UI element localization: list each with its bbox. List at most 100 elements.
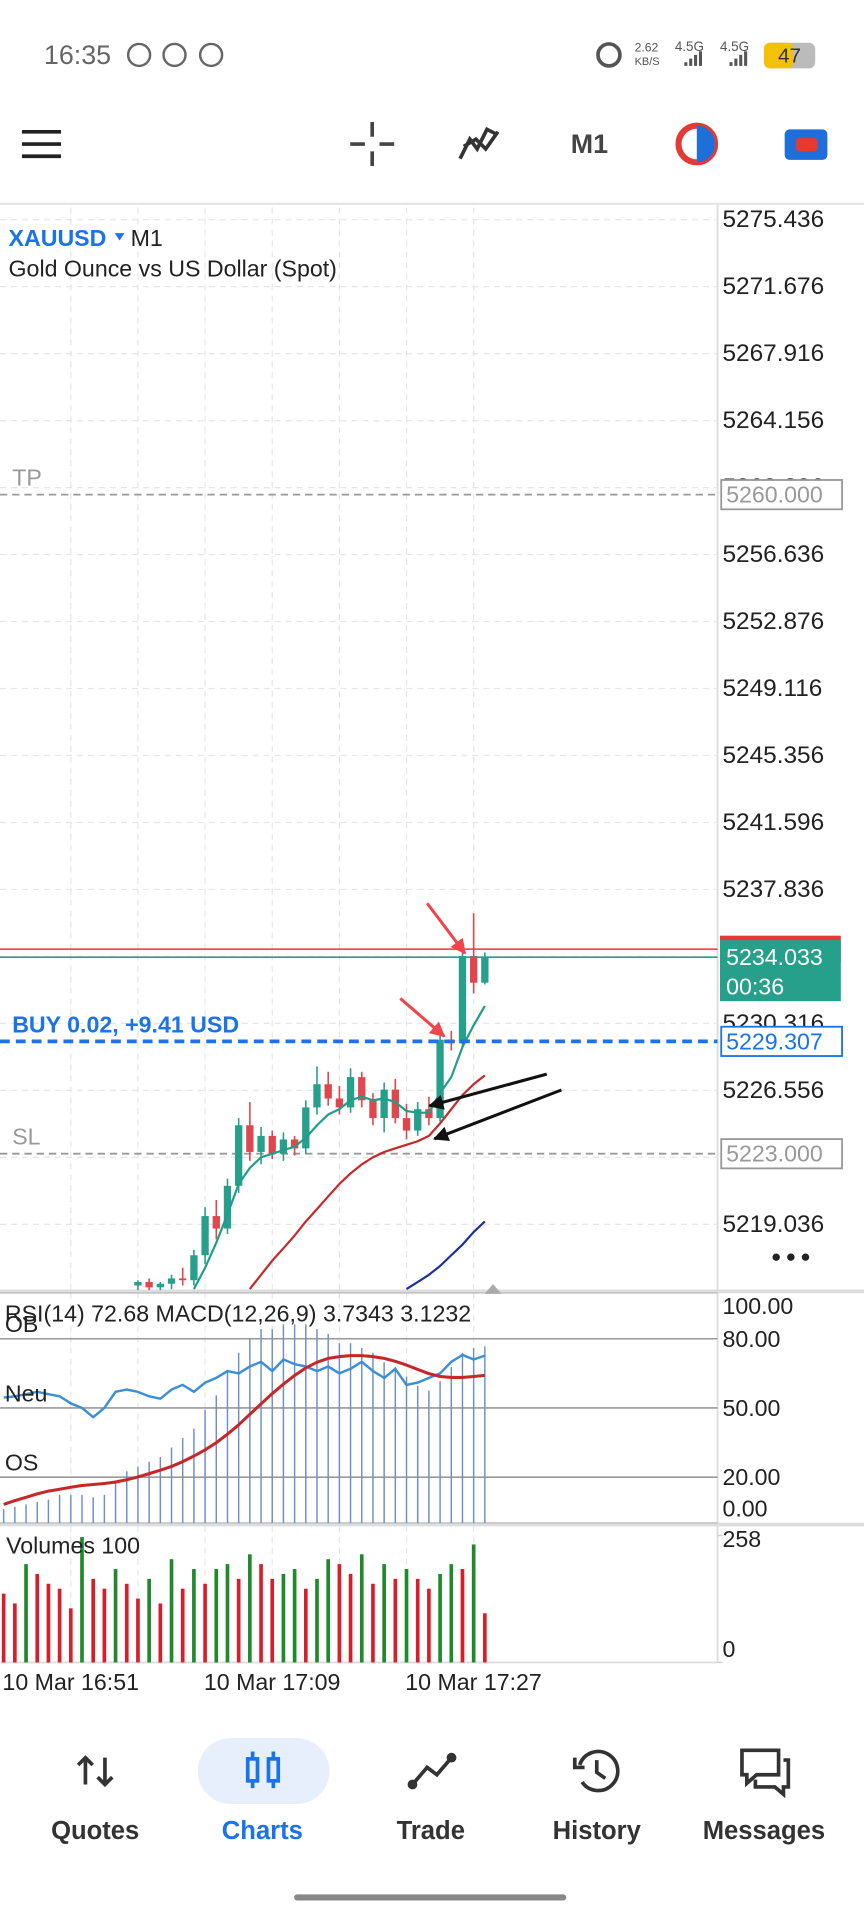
nav-item[interactable]: History <box>553 1817 642 1845</box>
scroll-marker[interactable] <box>484 1284 502 1294</box>
level-price-box <box>720 1138 843 1170</box>
signal-bars <box>729 51 748 66</box>
battery-level <box>763 42 794 69</box>
volume-bar <box>460 1569 465 1663</box>
volume-bar <box>404 1569 409 1663</box>
chart-frame <box>0 205 864 1664</box>
volume-bar <box>270 1578 275 1663</box>
y-tick-label: 5267.916 <box>722 340 824 367</box>
candle-body <box>380 1089 388 1119</box>
trade-icon-dot <box>446 1752 457 1763</box>
volume-bar <box>80 1537 84 1663</box>
menu-button[interactable] <box>21 129 62 159</box>
messages-icon <box>740 1748 791 1799</box>
candle-body <box>470 956 478 983</box>
chart-subtitle: Gold Ounce vs US Dollar (Spot) <box>9 256 337 282</box>
bar-countdown: 00:36 <box>726 973 784 999</box>
rsi-line <box>3 1353 486 1419</box>
position-label: BUY 0.02, +9.41 USD <box>12 1011 239 1037</box>
app-icon <box>198 42 224 68</box>
volume-bar <box>326 1559 331 1663</box>
arrow <box>428 1072 548 1110</box>
battery-percent: 47 <box>778 45 801 68</box>
objects-button[interactable] <box>675 122 719 166</box>
network-type: 4.5G <box>675 39 704 54</box>
volume-bar <box>236 1578 241 1663</box>
volume-bar <box>214 1569 219 1663</box>
indicator-level-label: OS <box>5 1450 38 1476</box>
candle-body <box>481 957 489 983</box>
candle-body <box>391 1089 399 1119</box>
position-price-box <box>720 1025 843 1057</box>
volume-tick-label: 258 <box>722 1526 761 1552</box>
price-plot <box>0 493 718 1291</box>
nav-item[interactable]: Messages <box>703 1817 825 1845</box>
status-bar: 16:35 2.62 KB/S 4.5G 4.5G 47 <box>44 39 816 70</box>
crosshair-button[interactable] <box>350 122 395 167</box>
speed: 2.62 <box>635 41 659 55</box>
timeframe-button[interactable]: M1 <box>571 129 608 159</box>
network-type: 4.5G <box>720 39 749 54</box>
clock: 16:35 <box>44 40 111 70</box>
symbol[interactable]: XAUUSD <box>9 225 107 251</box>
moving-average <box>248 1074 486 1290</box>
candle-body <box>324 1084 332 1099</box>
volume-bar <box>192 1569 196 1663</box>
indicator-title: RSI(14) 72.68 MACD(12,26,9) 3.7343 3.123… <box>5 1300 471 1326</box>
nav-item[interactable]: Trade <box>397 1817 465 1845</box>
trade-icon-inner <box>795 137 818 152</box>
candle-body <box>212 1216 220 1229</box>
volume-bar <box>303 1588 308 1663</box>
volume-bar <box>337 1564 342 1663</box>
candle-body <box>346 1077 355 1108</box>
arrow <box>425 902 467 955</box>
indicators-button[interactable] <box>458 126 500 160</box>
speed-unit: KB/S <box>635 56 660 68</box>
quotes-icon <box>76 1755 114 1788</box>
indicator-level-label: OB <box>5 1311 38 1337</box>
volume-bar <box>348 1573 353 1663</box>
candle-body <box>167 1278 176 1284</box>
charts-icon <box>245 1751 281 1789</box>
candle-body <box>246 1125 254 1152</box>
volume-bar <box>292 1569 297 1663</box>
nav-item[interactable]: Charts <box>222 1817 303 1845</box>
volume-bar <box>225 1564 230 1663</box>
bid-price: 5234.033 <box>726 944 823 970</box>
trade-button[interactable] <box>784 129 828 160</box>
bid-price-box <box>720 940 841 1002</box>
nav-item[interactable]: Quotes <box>51 1817 139 1845</box>
volume-bar <box>259 1564 263 1663</box>
candle-body <box>369 1100 377 1119</box>
candle-body <box>145 1281 153 1288</box>
level-label: SL <box>12 1124 40 1150</box>
volume-bar <box>68 1608 73 1663</box>
active-tab-highlight <box>197 1738 330 1805</box>
symbol-dropdown[interactable] <box>114 233 125 241</box>
x-tick-label: 10 Mar 17:09 <box>204 1669 341 1695</box>
trade-icon-dot <box>407 1779 418 1790</box>
signal-bars <box>684 51 702 66</box>
y-tick-label: 5249.116 <box>722 675 822 702</box>
indicator-tick-label: 20.00 <box>722 1464 780 1490</box>
candle-body <box>201 1216 209 1256</box>
indicator-tick-label: 0.00 <box>722 1496 767 1522</box>
volume-bar <box>382 1564 386 1663</box>
y-tick-label: 5275.436 <box>722 206 824 233</box>
level-price: 5260.000 <box>726 482 823 508</box>
volume-bar <box>35 1573 40 1663</box>
candle-body <box>268 1135 276 1154</box>
volume-bar <box>248 1554 252 1663</box>
volume-bar <box>371 1583 375 1663</box>
indicator-tick-label: 100.00 <box>722 1293 793 1319</box>
candle-body <box>290 1139 299 1149</box>
candle-body <box>313 1084 321 1108</box>
volume-bar <box>91 1578 96 1663</box>
candle-body <box>235 1125 243 1186</box>
volume-bar <box>427 1588 431 1663</box>
x-tick-label: 10 Mar 16:51 <box>2 1669 139 1695</box>
candle-body <box>414 1109 422 1131</box>
y-tick-label: 5245.356 <box>722 742 824 769</box>
y-tick-label: 5252.876 <box>722 608 824 635</box>
